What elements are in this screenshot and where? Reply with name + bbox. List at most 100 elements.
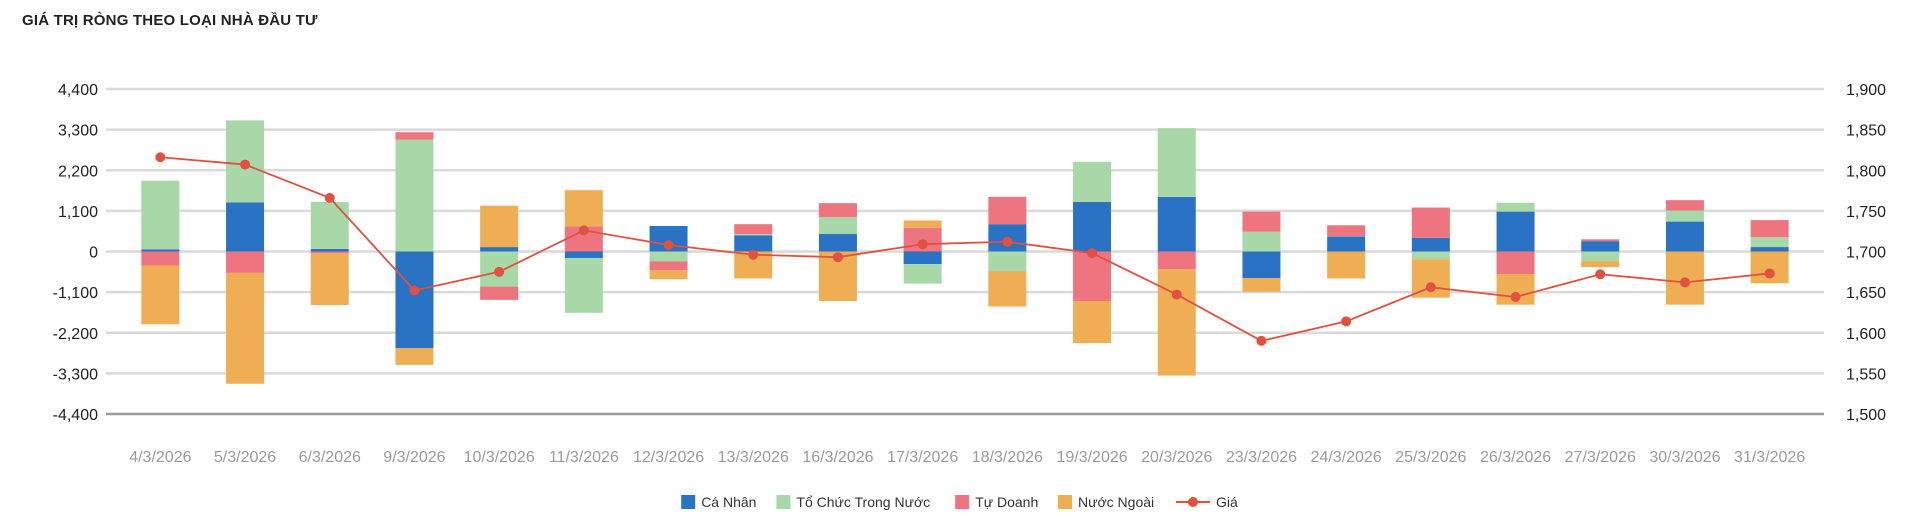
x-axis-tick-label: 13/3/2026 xyxy=(718,449,789,466)
bar-segment-nước-ngoài xyxy=(226,272,265,384)
x-axis-tick-label: 27/3/2026 xyxy=(1565,449,1636,466)
bar-segment-tự-doanh xyxy=(734,224,773,235)
right-axis-tick-label: 1,900 xyxy=(1846,82,1886,99)
bar-segment-tự-doanh xyxy=(226,251,265,273)
left-axis-tick-label: 4,400 xyxy=(58,82,98,99)
bar-segment-tổ-chức-trong-nước xyxy=(1581,251,1620,262)
bar-segment-cá-nhân xyxy=(1073,202,1112,252)
price-point xyxy=(1002,236,1013,247)
price-line-series xyxy=(155,152,1775,346)
x-axis-tick-label: 17/3/2026 xyxy=(887,449,958,466)
bar-segment-nước-ngoài xyxy=(141,265,180,325)
price-point xyxy=(1595,269,1606,280)
price-point xyxy=(578,225,589,236)
bar-segment-tự-doanh xyxy=(988,196,1027,225)
bar-segment-cá-nhân xyxy=(564,251,603,259)
bar-segment-nước-ngoài xyxy=(480,205,519,248)
x-axis-tick-label: 6/3/2026 xyxy=(299,449,361,466)
left-axis-tick-label: 3,300 xyxy=(58,123,98,140)
bar-segment-tổ-chức-trong-nước xyxy=(1073,161,1112,203)
price-point xyxy=(324,192,335,203)
bar-segment-tổ-chức-trong-nước xyxy=(310,202,349,249)
legend-swatch xyxy=(681,495,696,509)
price-point xyxy=(917,239,928,250)
left-axis-tick-label: 1,100 xyxy=(58,204,98,221)
bar-segment-tự-doanh xyxy=(818,203,857,218)
bar-segment-nước-ngoài xyxy=(1750,251,1789,284)
x-axis-tick-label: 9/3/2026 xyxy=(383,449,445,466)
bar-segment-cá-nhân xyxy=(141,249,180,252)
bar-segment-tự-doanh xyxy=(1581,239,1620,242)
bar-segment-cá-nhân xyxy=(818,233,857,252)
x-axis-tick-label: 26/3/2026 xyxy=(1480,449,1551,466)
bar-segment-tổ-chức-trong-nước xyxy=(903,264,942,284)
price-point xyxy=(1341,316,1352,327)
left-axis-tick-label: 0 xyxy=(89,245,98,262)
legend-swatch xyxy=(776,495,791,509)
price-point xyxy=(494,266,505,277)
x-axis-tick-label: 10/3/2026 xyxy=(464,449,535,466)
x-axis-tick-label: 31/3/2026 xyxy=(1734,449,1805,466)
bar-segment-nước-ngoài xyxy=(395,348,434,365)
right-axis-tick-label: 1,850 xyxy=(1846,123,1886,140)
bar-segment-tổ-chức-trong-nước xyxy=(141,180,180,250)
legend-point-swatch xyxy=(1188,497,1198,507)
price-point xyxy=(663,240,674,250)
legend-swatch xyxy=(955,495,970,509)
bar-segment-tự-doanh xyxy=(1242,211,1281,232)
bar-segment-tự-doanh xyxy=(1496,251,1535,275)
legend: Cá Nhân Tổ Chức Trong Nước Tự Doanh Nước Ng… xyxy=(681,494,1238,510)
bar-segment-tổ-chức-trong-nước xyxy=(988,251,1027,272)
bar-segment-tổ-chức-trong-nước xyxy=(1242,231,1281,252)
x-axis-tick-label: 16/3/2026 xyxy=(802,449,873,466)
x-axis-tick-label: 19/3/2026 xyxy=(1056,449,1127,466)
price-point xyxy=(1171,289,1182,300)
price-line xyxy=(160,156,1770,342)
bar-segment-tổ-chức-trong-nước xyxy=(1496,202,1535,212)
x-axis-tick-label: 25/3/2026 xyxy=(1395,449,1466,466)
bar-segment-tự-doanh xyxy=(395,132,434,140)
bar-segment-tổ-chức-trong-nước xyxy=(1157,128,1196,197)
bar-segment-nước-ngoài xyxy=(649,270,688,280)
grid-lines xyxy=(106,87,1824,416)
bar-segment-nước-ngoài xyxy=(1157,269,1196,376)
bar-segment-cá-nhân xyxy=(1581,241,1620,252)
x-axis-tick-label: 18/3/2026 xyxy=(972,449,1043,466)
x-axis-tick-label: 5/3/2026 xyxy=(214,449,276,466)
bar-segment-tổ-chức-trong-nước xyxy=(1750,237,1789,248)
bar-segment-tự-doanh xyxy=(141,251,180,266)
right-axis-tick-label: 1,550 xyxy=(1846,366,1886,383)
right-axis-tick-label: 1,800 xyxy=(1846,163,1886,180)
right-axis-tick-label: 1,750 xyxy=(1846,204,1886,221)
bar-segment-cá-nhân xyxy=(1665,221,1704,252)
bar-segment-cá-nhân xyxy=(310,248,349,252)
bar-segment-tổ-chức-trong-nước xyxy=(818,217,857,234)
x-axis-tick-label: 23/3/2026 xyxy=(1226,449,1297,466)
bar-segment-tự-doanh xyxy=(649,261,688,271)
left-axis-tick-label: 2,200 xyxy=(58,163,98,180)
price-point xyxy=(1425,282,1436,293)
bar-segment-cá-nhân xyxy=(1496,211,1535,252)
bar-segment-nước-ngoài xyxy=(1073,300,1112,344)
bar-segment-nước-ngoài xyxy=(310,253,349,306)
bar-segment-nước-ngoài xyxy=(988,271,1027,307)
axes: 4,400 3,300 2,200 1,100 0 -1,100 -2,200 -3,300 -… xyxy=(53,82,1887,466)
bar-segment-cá-nhân xyxy=(1411,237,1450,252)
bar-segment-tự-doanh xyxy=(1327,225,1366,236)
bar-series xyxy=(141,120,1789,384)
right-axis-tick-label: 1,700 xyxy=(1846,245,1886,262)
bar-segment-nước-ngoài xyxy=(1327,251,1366,279)
bar-segment-tổ-chức-trong-nước xyxy=(1411,251,1450,260)
legend-label: Giá xyxy=(1216,494,1238,510)
bar-segment-tổ-chức-trong-nước xyxy=(395,139,434,252)
bar-segment-tổ-chức-trong-nước xyxy=(564,258,603,313)
left-axis-tick-label: -4,400 xyxy=(53,407,98,424)
legend-label: Tự Doanh xyxy=(975,494,1038,510)
bar-segment-tổ-chức-trong-nước xyxy=(734,234,773,236)
price-point xyxy=(1764,268,1775,279)
bar-segment-cá-nhân xyxy=(480,247,519,252)
x-axis-tick-label: 4/3/2026 xyxy=(129,449,191,466)
price-point xyxy=(748,249,759,260)
right-axis-tick-label: 1,650 xyxy=(1846,285,1886,302)
left-axis-tick-label: -1,100 xyxy=(53,285,98,302)
